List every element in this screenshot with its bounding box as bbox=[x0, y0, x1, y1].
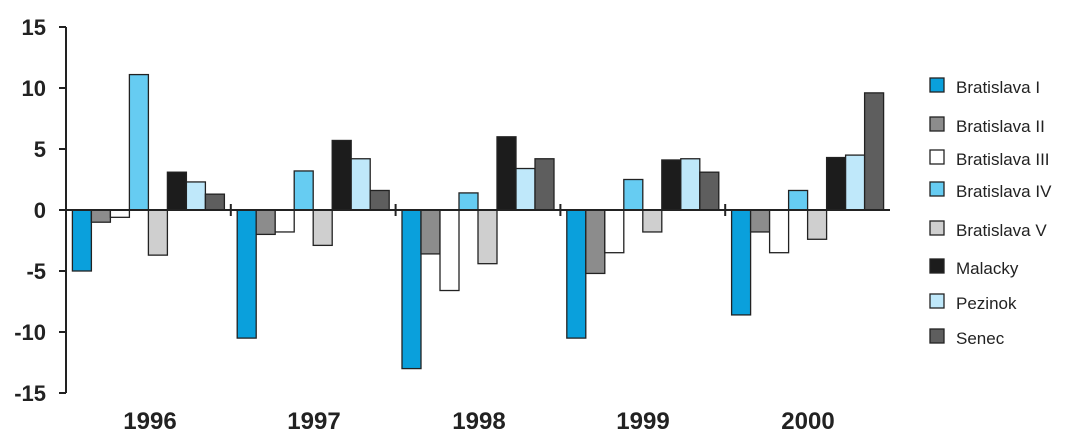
bar bbox=[515, 167, 536, 211]
bar bbox=[255, 209, 276, 236]
bar bbox=[147, 209, 169, 256]
bar bbox=[90, 209, 112, 223]
bar bbox=[109, 209, 131, 218]
bar bbox=[185, 181, 207, 211]
bar bbox=[844, 154, 866, 211]
bar bbox=[401, 209, 422, 370]
y-tick-label: 10 bbox=[22, 76, 46, 101]
bar bbox=[350, 158, 371, 211]
bar bbox=[787, 189, 809, 211]
y-tick-label: -5 bbox=[26, 259, 46, 284]
y-tick-label: -15 bbox=[14, 381, 46, 406]
legend-label: Senec bbox=[956, 329, 1005, 348]
bar bbox=[293, 170, 314, 211]
bar bbox=[623, 178, 644, 211]
legend: Bratislava I Bratislava II Bratislava II… bbox=[929, 77, 1052, 348]
axes-group: 15 10 5 0 -5 -10 -15 1996 1997 1998 1999… bbox=[14, 15, 890, 435]
bar bbox=[604, 209, 625, 254]
bar bbox=[661, 159, 682, 211]
legend-label: Bratislava IV bbox=[956, 182, 1052, 201]
legend-swatch bbox=[929, 220, 945, 236]
bar bbox=[439, 209, 460, 292]
legend-swatch bbox=[929, 181, 945, 197]
legend-label: Bratislava I bbox=[956, 78, 1040, 97]
x-category-label: 1998 bbox=[452, 408, 505, 435]
y-tick-label: 5 bbox=[34, 137, 46, 162]
bar bbox=[680, 158, 701, 211]
x-category-label: 2000 bbox=[781, 408, 834, 435]
bar bbox=[236, 209, 257, 339]
bar bbox=[699, 171, 720, 211]
bar bbox=[312, 209, 333, 247]
bar bbox=[566, 209, 587, 339]
bar bbox=[204, 193, 226, 211]
y-tick-label: 15 bbox=[22, 15, 46, 40]
bar bbox=[71, 209, 93, 272]
legend-swatch bbox=[929, 149, 945, 165]
bar bbox=[749, 209, 771, 233]
bar bbox=[166, 171, 188, 211]
bar bbox=[768, 209, 790, 254]
bar bbox=[863, 92, 885, 211]
bar bbox=[274, 209, 295, 233]
bar bbox=[496, 136, 517, 211]
legend-swatch bbox=[929, 293, 945, 309]
bar bbox=[369, 189, 390, 211]
legend-label: Bratislava V bbox=[956, 221, 1047, 240]
legend-label: Pezinok bbox=[956, 294, 1017, 313]
bar bbox=[642, 209, 663, 233]
y-tick-label: -10 bbox=[14, 320, 46, 345]
bar bbox=[477, 209, 498, 265]
legend-label: Bratislava II bbox=[956, 117, 1045, 136]
bar bbox=[730, 209, 752, 316]
bar bbox=[458, 192, 479, 211]
bars-group bbox=[71, 73, 885, 370]
legend-label: Bratislava III bbox=[956, 150, 1050, 169]
x-category-label: 1997 bbox=[287, 408, 340, 435]
x-category-label: 1999 bbox=[616, 408, 669, 435]
bar bbox=[128, 73, 150, 211]
legend-swatch bbox=[929, 77, 945, 93]
bar bbox=[420, 209, 441, 255]
bar bbox=[331, 139, 352, 211]
legend-swatch bbox=[929, 258, 945, 274]
legend-swatch bbox=[929, 328, 945, 344]
bar bbox=[585, 209, 606, 275]
legend-label: Malacky bbox=[956, 259, 1019, 278]
bar bbox=[534, 158, 555, 211]
bar bbox=[806, 209, 828, 240]
y-tick-label: 0 bbox=[34, 198, 46, 223]
legend-swatch bbox=[929, 116, 945, 132]
x-category-label: 1996 bbox=[123, 408, 176, 435]
bar bbox=[825, 156, 847, 211]
